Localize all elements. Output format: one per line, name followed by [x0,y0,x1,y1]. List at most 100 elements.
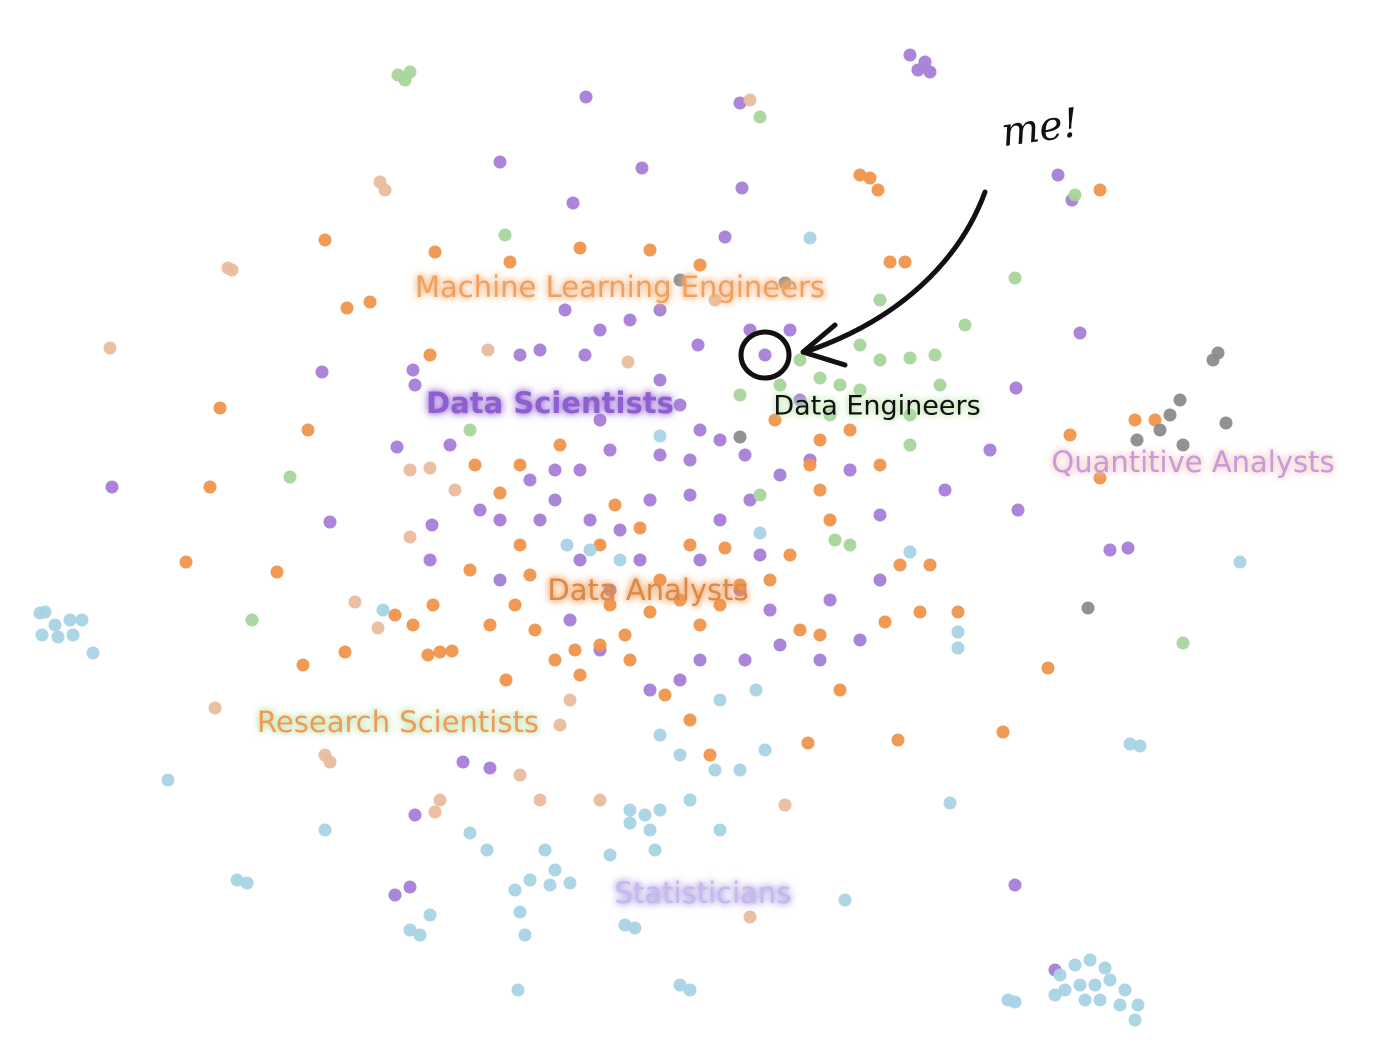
point [958,318,972,332]
cluster-label: Quantitive Analysts [1051,445,1335,479]
point [421,648,435,662]
cluster-label: Data Scientists [426,386,674,420]
point [613,523,627,537]
point [713,513,727,527]
point [693,653,707,667]
point [793,353,807,367]
point [533,343,547,357]
point [833,683,847,697]
point [803,231,817,245]
point [683,453,697,467]
point [1053,968,1067,982]
point [833,378,847,392]
point [1176,438,1190,452]
point [213,401,227,415]
point [1128,413,1142,427]
point [951,625,965,639]
point [743,493,757,507]
point [1063,428,1077,442]
point [903,351,917,365]
point [628,921,642,935]
point [388,888,402,902]
point [693,423,707,437]
point [758,743,772,757]
point [428,805,442,819]
point [1073,978,1087,992]
point [873,508,887,522]
point [1133,739,1147,753]
point [623,653,637,667]
point [683,983,697,997]
point [643,683,657,697]
point [1103,543,1117,557]
point [563,693,577,707]
highlight-circle [738,329,792,381]
point [653,728,667,742]
point [523,568,537,582]
point [713,433,727,447]
point [653,803,667,817]
point [480,843,494,857]
point [635,161,649,175]
point [983,443,997,457]
point [230,873,244,887]
point [511,983,525,997]
point [1078,993,1092,1007]
point [853,633,867,647]
point [560,538,574,552]
point [653,573,667,587]
point [493,155,507,169]
point [1121,541,1135,555]
point [603,848,617,862]
point [408,378,422,392]
point [573,553,587,567]
point [683,488,697,502]
point [653,429,667,443]
point [633,521,647,535]
arrow [802,189,988,355]
point [563,876,577,890]
point [1233,555,1247,569]
point [773,468,787,482]
point [448,483,462,497]
point [673,978,687,992]
point [1163,408,1177,422]
point [943,796,957,810]
point [738,448,752,462]
cluster-label: Data Analysts [547,573,749,607]
point [538,843,552,857]
point [593,638,607,652]
point [456,755,470,769]
point [753,548,767,562]
point [683,793,697,807]
point [408,808,422,822]
point [348,595,362,609]
point [315,365,329,379]
point [463,563,477,577]
point [843,463,857,477]
point [593,538,607,552]
point [778,276,792,290]
point [513,538,527,552]
point [618,918,632,932]
point [583,543,597,557]
point [508,883,522,897]
point [493,486,507,500]
point [763,573,777,587]
point [548,493,562,507]
point [179,555,193,569]
point [683,713,697,727]
point [1093,993,1107,1007]
point [548,653,562,667]
point [513,348,527,362]
point [63,613,77,627]
point [911,63,925,77]
point [593,413,607,427]
point [318,823,332,837]
cluster-label: Research Scientists [257,705,539,739]
point [378,183,392,197]
point [708,293,722,307]
point [828,533,842,547]
point [1118,983,1132,997]
